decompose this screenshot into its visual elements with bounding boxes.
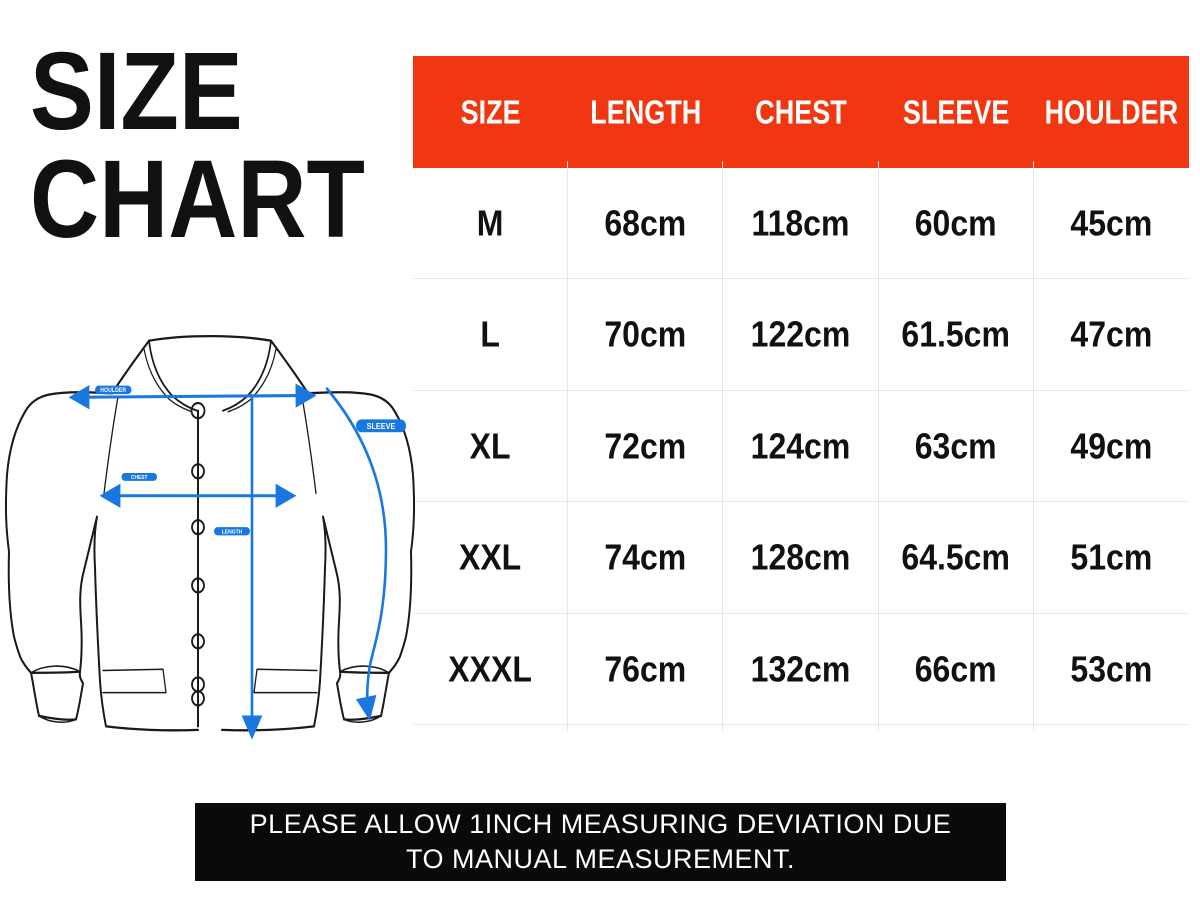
svg-text:LENGTH: LENGTH [222, 529, 243, 535]
svg-text:SLEEVE: SLEEVE [367, 422, 396, 432]
svg-text:HOULDER: HOULDER [100, 388, 126, 394]
svg-text:CHEST: CHEST [131, 475, 148, 481]
